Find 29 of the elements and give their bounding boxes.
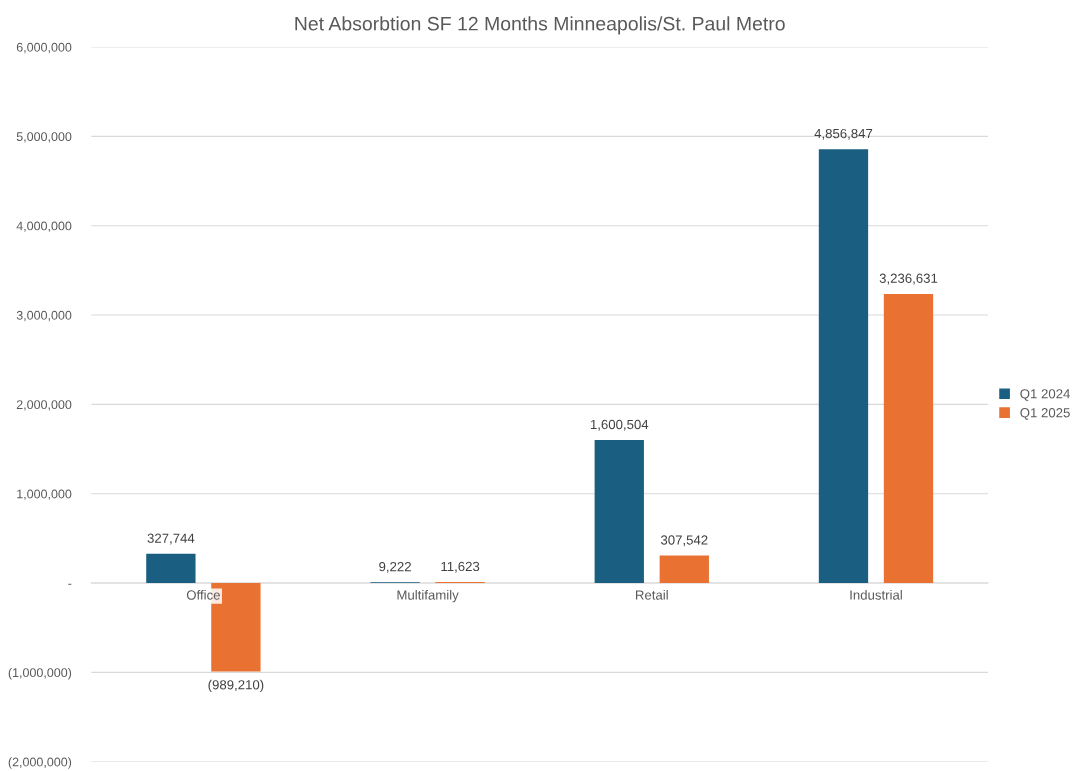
legend-label: Q1 2025: [1020, 408, 1070, 420]
chart-title: Net Absorbtion SF 12 Months Minneapolis/St. Paul Metro: [295, 16, 785, 35]
x-tick-label: Office: [186, 590, 220, 600]
y-tick-label: 3,000,000: [16, 310, 72, 322]
y-tick-label: 1,000,000: [17, 489, 72, 500]
bar: [818, 149, 869, 584]
bar: [659, 555, 709, 584]
x-tick-label: Retail: [636, 590, 668, 600]
data-label: 1,600,504: [590, 419, 649, 431]
legend-label: Q1 2024: [1020, 389, 1070, 401]
data-label: (989,210): [208, 679, 264, 693]
x-tick-label: Industrial: [850, 590, 902, 600]
data-label: 4,856,847: [814, 128, 873, 140]
y-tick-label: 6,000,000: [16, 42, 72, 54]
x-tick-label: Multifamily: [397, 590, 459, 603]
y-tick-label: (1,000,000): [8, 667, 72, 680]
data-label: 307,542: [660, 535, 708, 547]
y-tick-label: (2,000,000): [8, 757, 72, 769]
data-label: 9,222: [379, 561, 411, 573]
bar: [883, 293, 934, 584]
bar: [594, 440, 644, 584]
y-tick-label: 5,000,000: [16, 132, 72, 143]
y-tick-label: 2,000,000: [16, 400, 72, 411]
data-label: 327,744: [147, 533, 195, 545]
data-label: 3,236,631: [879, 273, 938, 285]
bar: [146, 553, 196, 584]
data-label: 11,623: [441, 561, 480, 573]
y-tick-label: 4,000,000: [16, 221, 72, 232]
y-tick-label: -: [68, 583, 72, 585]
